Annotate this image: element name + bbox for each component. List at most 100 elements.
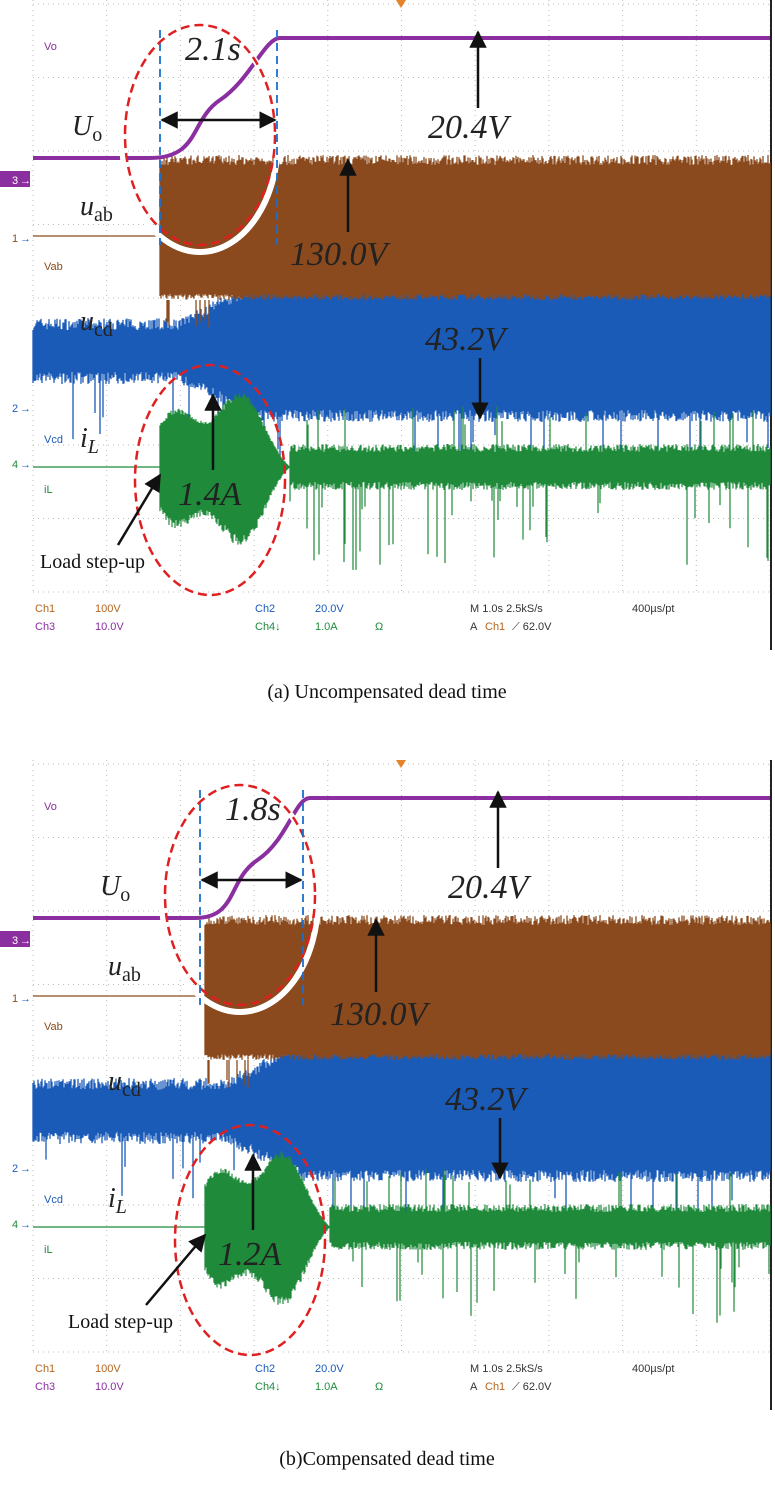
- channel-marker: 3: [12, 175, 18, 187]
- channel-marker-arrow: →: [20, 993, 31, 1005]
- scope-readout: 1.0A: [315, 621, 338, 633]
- channel-marker-box: [0, 171, 30, 187]
- scope-readout: 1.0A: [315, 1381, 338, 1393]
- scope-readout: Ch1: [35, 1363, 55, 1375]
- channel-marker: 2: [12, 1163, 18, 1175]
- signal-name: iL: [80, 423, 99, 458]
- channel-marker: 4: [12, 1219, 18, 1231]
- value-label: 43.2V: [445, 1081, 530, 1118]
- channel-marker-box: [0, 931, 30, 947]
- value-label: 1.4A: [178, 476, 242, 513]
- value-label: 130.0V: [330, 996, 432, 1033]
- scope-readout: Ch2: [255, 603, 275, 615]
- signal-symbol: u: [108, 951, 122, 982]
- ucd-trace: [32, 278, 771, 480]
- channel-marker: 1: [12, 233, 18, 245]
- signal-symbol: i: [108, 1183, 116, 1214]
- scope-readout: Ch2: [255, 1363, 275, 1375]
- signal-subscript: o: [92, 124, 102, 146]
- highlight-ellipse: [163, 783, 317, 1007]
- scope-readout: Ω: [375, 621, 383, 633]
- channel-marker: 2: [12, 403, 18, 415]
- signal-symbol: U: [72, 111, 94, 142]
- highlight-outline: [159, 785, 321, 1015]
- signal-name: uab: [80, 191, 113, 226]
- annotation-arrow: [145, 1233, 207, 1306]
- event-label: Load step-up: [40, 551, 145, 573]
- signal-subscript: cd: [122, 1079, 141, 1101]
- signal-name: Uo: [100, 871, 130, 906]
- scope-readout: Ch4↓: [255, 1381, 281, 1393]
- ucd-trace: [32, 1038, 771, 1234]
- signal-symbol: U: [100, 871, 122, 902]
- highlight-ellipse: [123, 23, 277, 247]
- highlight-ellipse: [133, 363, 287, 597]
- il-trace: [33, 393, 771, 570]
- signal-name: uab: [108, 951, 141, 986]
- scope-readout: ⟋ 62.0V: [512, 1381, 552, 1393]
- channel-label: Vo: [44, 41, 57, 53]
- scope-readout: 20.0V: [315, 603, 344, 615]
- signal-subscript: o: [120, 884, 130, 906]
- channel-label: iL: [44, 484, 53, 496]
- channel-label: iL: [44, 1244, 53, 1256]
- scope-readout: M 1.0s 2.5kS/s: [470, 1363, 543, 1375]
- scope-readout: 20.0V: [315, 1363, 344, 1375]
- value-label: 43.2V: [425, 321, 510, 358]
- scope-readout: A: [470, 621, 478, 633]
- channel-marker-arrow: →: [20, 459, 31, 471]
- channel-marker-arrow: →: [20, 1219, 31, 1231]
- signal-symbol: i: [80, 423, 88, 454]
- signal-subscript: L: [115, 1196, 127, 1218]
- scope-readout: 100V: [95, 1363, 121, 1375]
- channel-marker-arrow: →: [20, 403, 31, 415]
- uab-trace: [33, 155, 771, 328]
- signal-symbol: u: [80, 306, 94, 337]
- signal-subscript: ab: [122, 964, 141, 986]
- il-trace: [33, 1151, 771, 1323]
- scope-readout: Ch3: [35, 1381, 55, 1393]
- caption: (b)Compensated dead time: [279, 1448, 495, 1470]
- signal-symbol: u: [80, 191, 94, 222]
- highlight-ellipse: [173, 1123, 327, 1357]
- scope-readout: Ch1: [485, 621, 505, 633]
- signal-name: Uo: [72, 111, 102, 146]
- scope-readout: 400µs/pt: [632, 1363, 674, 1375]
- scope-readout: 10.0V: [95, 621, 124, 633]
- uab-trace: [33, 915, 771, 1088]
- highlight-outline: [119, 25, 281, 255]
- channel-marker: 3: [12, 935, 18, 947]
- trigger-marker: [396, 0, 406, 8]
- signal-subscript: cd: [94, 319, 113, 341]
- vo-trace: [33, 36, 770, 160]
- channel-label: Vcd: [44, 434, 63, 446]
- value-label: 1.2A: [218, 1236, 282, 1273]
- value-label: 20.4V: [428, 109, 513, 146]
- vo-trace: [33, 796, 770, 920]
- channel-marker: 4: [12, 459, 18, 471]
- signal-name: ucd: [108, 1066, 141, 1101]
- channel-label: Vab: [44, 261, 63, 273]
- scope-readout: 100V: [95, 603, 121, 615]
- channel-label: Vo: [44, 801, 57, 813]
- scope-readout: Ch4↓: [255, 621, 281, 633]
- channel-marker-arrow: →: [20, 1163, 31, 1175]
- scope-readout: 10.0V: [95, 1381, 124, 1393]
- interval-label: 1.8s: [225, 791, 281, 828]
- value-label: 20.4V: [448, 869, 533, 906]
- signal-symbol: u: [108, 1066, 122, 1097]
- annotation-arrow: [116, 473, 162, 546]
- signal-subscript: ab: [94, 204, 113, 226]
- channel-label: Vab: [44, 1021, 63, 1033]
- scope-readout: 400µs/pt: [632, 603, 674, 615]
- scope-readout: Ω: [375, 1381, 383, 1393]
- channel-label: Vcd: [44, 1194, 63, 1206]
- scope-readout: Ch3: [35, 621, 55, 633]
- event-label: Load step-up: [68, 1311, 173, 1333]
- channel-marker-arrow: →: [20, 935, 31, 947]
- channel-marker-arrow: →: [20, 175, 31, 187]
- value-label: 130.0V: [290, 236, 392, 273]
